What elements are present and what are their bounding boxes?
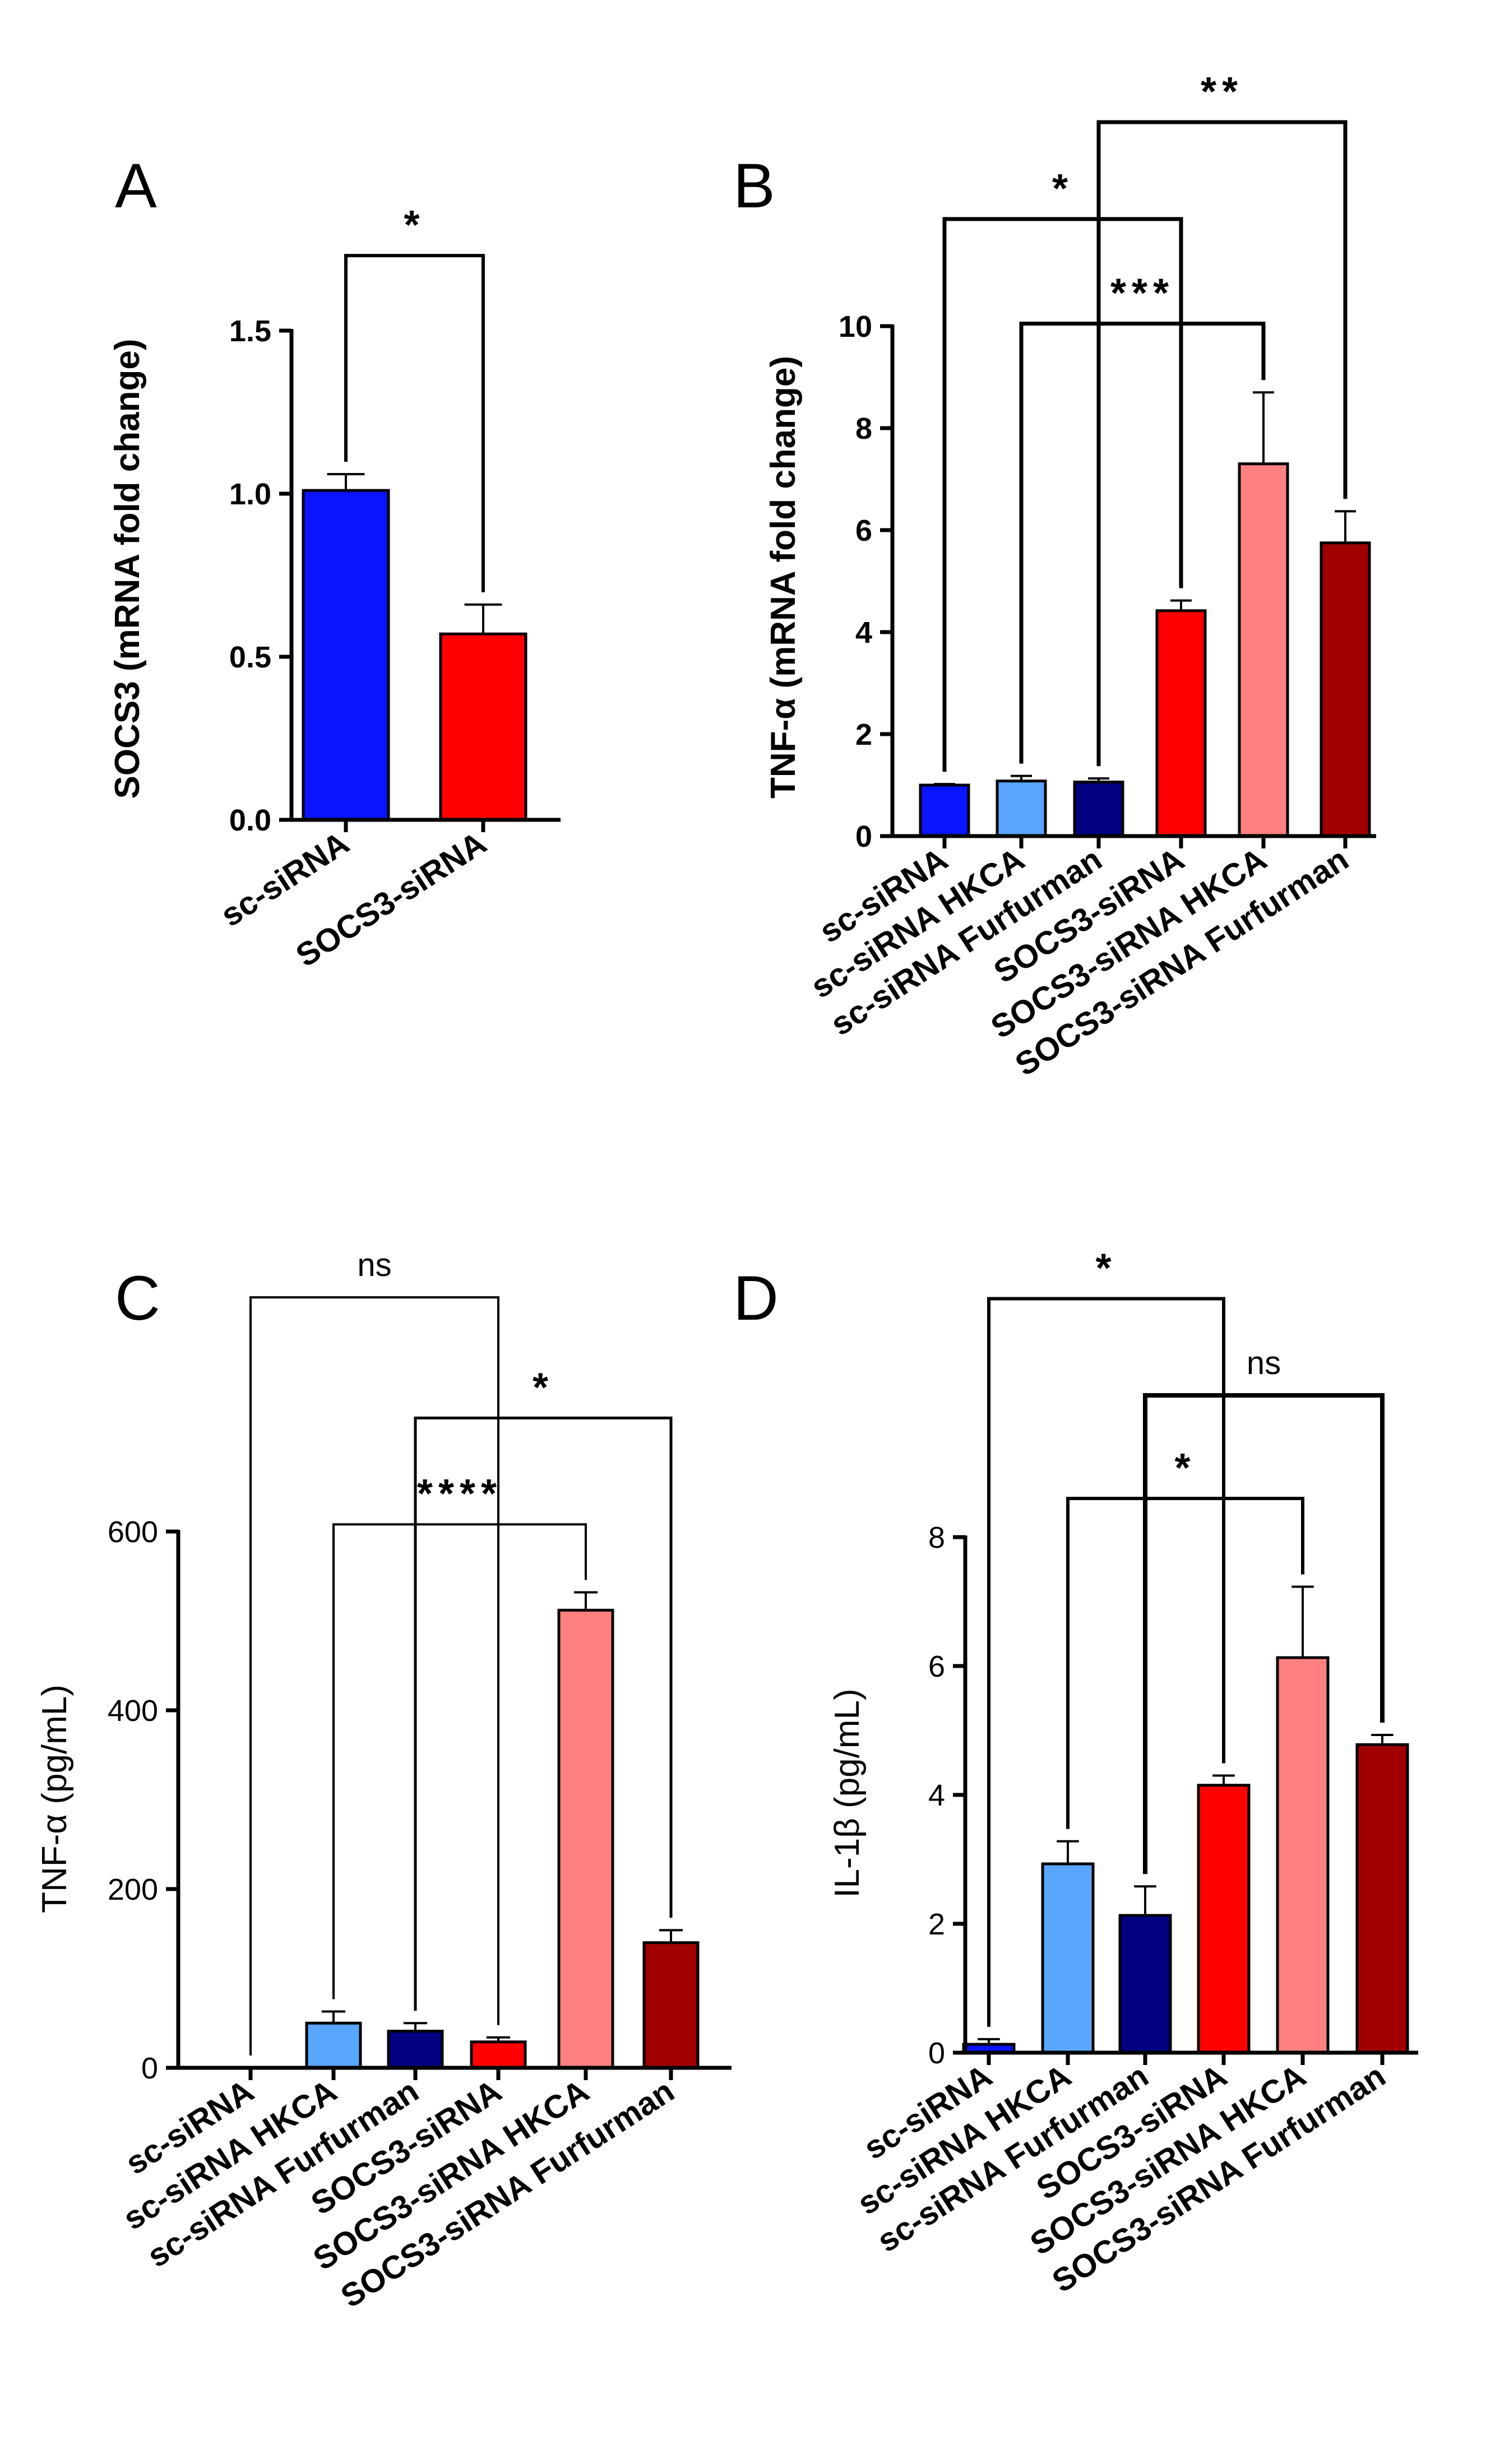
y-tick-label: 0 xyxy=(141,2052,158,2085)
y-tick-label: 2 xyxy=(928,1908,945,1941)
significance-bracket xyxy=(942,217,1183,772)
bar xyxy=(1073,781,1124,838)
bar xyxy=(1041,1862,1095,2054)
y-tick-label: 1.0 xyxy=(229,477,271,511)
y-tick-label: 200 xyxy=(108,1873,158,1906)
significance-bracket xyxy=(987,1297,1225,2027)
bar xyxy=(1355,1743,1409,2054)
y-tick-label: 6 xyxy=(855,514,872,547)
bar xyxy=(642,1941,700,2069)
panel-letter: C xyxy=(115,1263,160,1333)
significance-bracket xyxy=(249,1296,499,2055)
significance-bracket xyxy=(1143,1393,1385,1874)
panel-letter: D xyxy=(733,1263,779,1333)
y-tick-label: 0 xyxy=(855,820,872,853)
bar xyxy=(302,489,390,822)
significance-bracket xyxy=(414,1416,673,2011)
y-tick-label: 8 xyxy=(855,412,872,446)
bar xyxy=(1118,1914,1172,2054)
bar xyxy=(305,2021,362,2069)
y-axis-label: SOCS3 (mRNA fold change) xyxy=(108,339,147,799)
y-tick-label: 400 xyxy=(108,1694,158,1728)
bar xyxy=(1320,541,1371,838)
y-tick-label: 0 xyxy=(928,2036,945,2070)
bar xyxy=(470,2040,527,2069)
y-tick-label: 2 xyxy=(855,718,872,751)
significance-label: * xyxy=(1174,1446,1196,1491)
y-axis-label: TNF-α (pg/mL) xyxy=(35,1685,74,1913)
y-tick-label: 0.5 xyxy=(229,641,271,674)
bar xyxy=(996,779,1047,838)
significance-label: ns xyxy=(357,1247,391,1283)
y-tick-label: 0.0 xyxy=(229,804,271,837)
significance-bracket xyxy=(1019,321,1266,764)
y-tick-label: 8 xyxy=(928,1521,945,1554)
y-tick-label: 1.5 xyxy=(229,314,271,348)
significance-label: ** xyxy=(1201,69,1243,114)
significance-label: *** xyxy=(1110,271,1174,315)
significance-label: ns xyxy=(1247,1345,1281,1381)
y-axis-label: IL-1β (pg/mL) xyxy=(828,1688,867,1897)
bar xyxy=(1155,609,1207,838)
bar xyxy=(1238,462,1289,838)
y-tick-label: 4 xyxy=(855,616,872,649)
significance-bracket xyxy=(1096,120,1348,767)
panel-letter: B xyxy=(733,151,775,221)
significance-label: * xyxy=(1052,166,1073,211)
significance-label: **** xyxy=(417,1472,502,1516)
bar xyxy=(1197,1784,1251,2054)
panel-letter: A xyxy=(115,151,157,221)
significance-label: * xyxy=(1095,1246,1117,1291)
y-tick-label: 6 xyxy=(928,1650,945,1683)
y-tick-label: 600 xyxy=(108,1515,158,1549)
y-axis-label: TNF-α (mRNA fold change) xyxy=(764,356,803,799)
bar xyxy=(919,783,970,838)
y-tick-label: 4 xyxy=(928,1779,945,1812)
bar xyxy=(1276,1656,1330,2054)
significance-bracket xyxy=(344,254,485,592)
significance-bracket xyxy=(332,1523,587,1999)
bar xyxy=(439,632,527,822)
significance-label: * xyxy=(533,1365,554,1410)
bar xyxy=(557,1608,614,2069)
significance-label: * xyxy=(404,203,425,248)
bar xyxy=(387,2030,444,2069)
y-tick-label: 10 xyxy=(839,310,872,344)
significance-bracket xyxy=(1066,1497,1304,1829)
